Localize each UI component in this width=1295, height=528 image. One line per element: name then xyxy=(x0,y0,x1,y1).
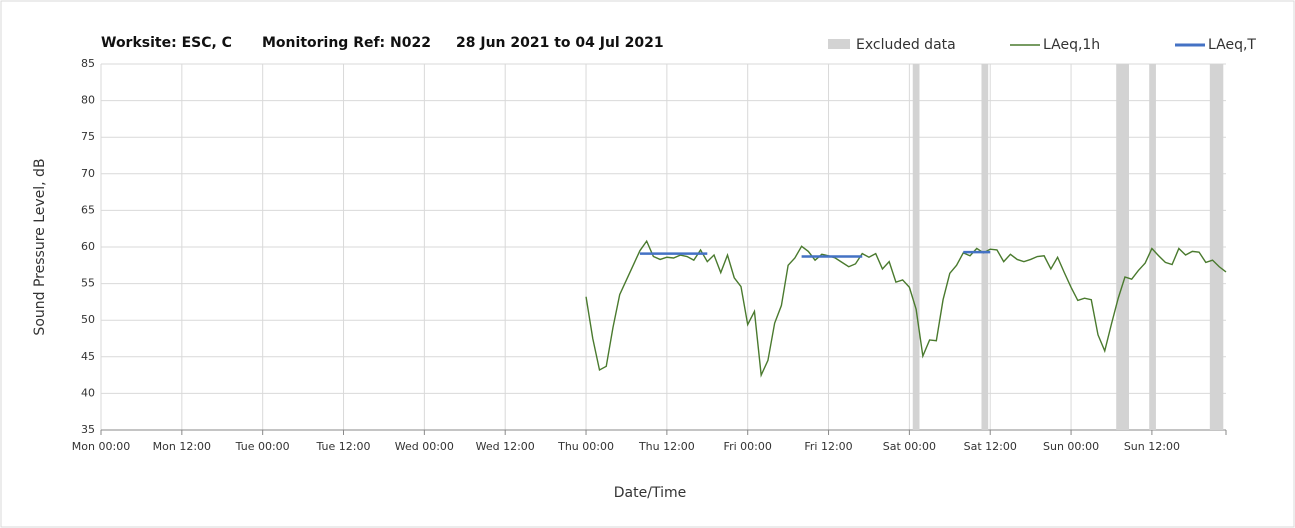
chart-title: Monitoring Ref: N022 xyxy=(262,35,431,51)
x-tick-label: Mon 12:00 xyxy=(153,440,211,453)
chart-title: 28 Jun 2021 to 04 Jul 2021 xyxy=(456,35,664,51)
x-tick-label: Thu 12:00 xyxy=(638,440,695,453)
excluded-band xyxy=(1149,64,1156,430)
x-tick-label: Fri 12:00 xyxy=(804,440,852,453)
x-tick-label: Tue 00:00 xyxy=(235,440,290,453)
x-tick-label: Sat 00:00 xyxy=(883,440,936,453)
x-tick-label: Fri 00:00 xyxy=(724,440,772,453)
y-tick-label: 75 xyxy=(81,130,95,143)
legend-swatch xyxy=(828,39,850,49)
y-tick-label: 55 xyxy=(81,277,95,290)
y-tick-label: 85 xyxy=(81,57,95,70)
y-tick-label: 40 xyxy=(81,386,95,399)
y-tick-label: 70 xyxy=(81,167,95,180)
x-tick-label: Wed 12:00 xyxy=(476,440,535,453)
x-tick-label: Sat 12:00 xyxy=(964,440,1017,453)
excluded-band xyxy=(981,64,989,430)
y-axis-label: Sound Pressure Level, dB xyxy=(32,158,48,335)
y-tick-label: 45 xyxy=(81,350,95,363)
y-tick-label: 35 xyxy=(81,423,95,436)
x-axis-label: Date/Time xyxy=(614,485,686,501)
excluded-band xyxy=(1209,64,1224,430)
y-tick-label: 60 xyxy=(81,240,95,253)
x-tick-label: Sun 00:00 xyxy=(1043,440,1099,453)
x-tick-label: Tue 12:00 xyxy=(316,440,371,453)
y-tick-label: 50 xyxy=(81,313,95,326)
x-tick-label: Sun 12:00 xyxy=(1124,440,1180,453)
excluded-band xyxy=(912,64,920,430)
y-tick-label: 65 xyxy=(81,203,95,216)
x-tick-label: Mon 00:00 xyxy=(72,440,130,453)
legend-label: LAeq,1h xyxy=(1043,37,1100,53)
legend-label: LAeq,T xyxy=(1208,37,1256,53)
data-line xyxy=(585,239,1227,378)
x-tick-label: Wed 00:00 xyxy=(395,440,454,453)
excluded-band xyxy=(1116,64,1129,430)
y-tick-label: 80 xyxy=(81,94,95,107)
legend-label: Excluded data xyxy=(856,37,956,53)
chart-title: Worksite: ESC, C xyxy=(101,35,232,51)
x-tick-label: Thu 00:00 xyxy=(557,440,614,453)
